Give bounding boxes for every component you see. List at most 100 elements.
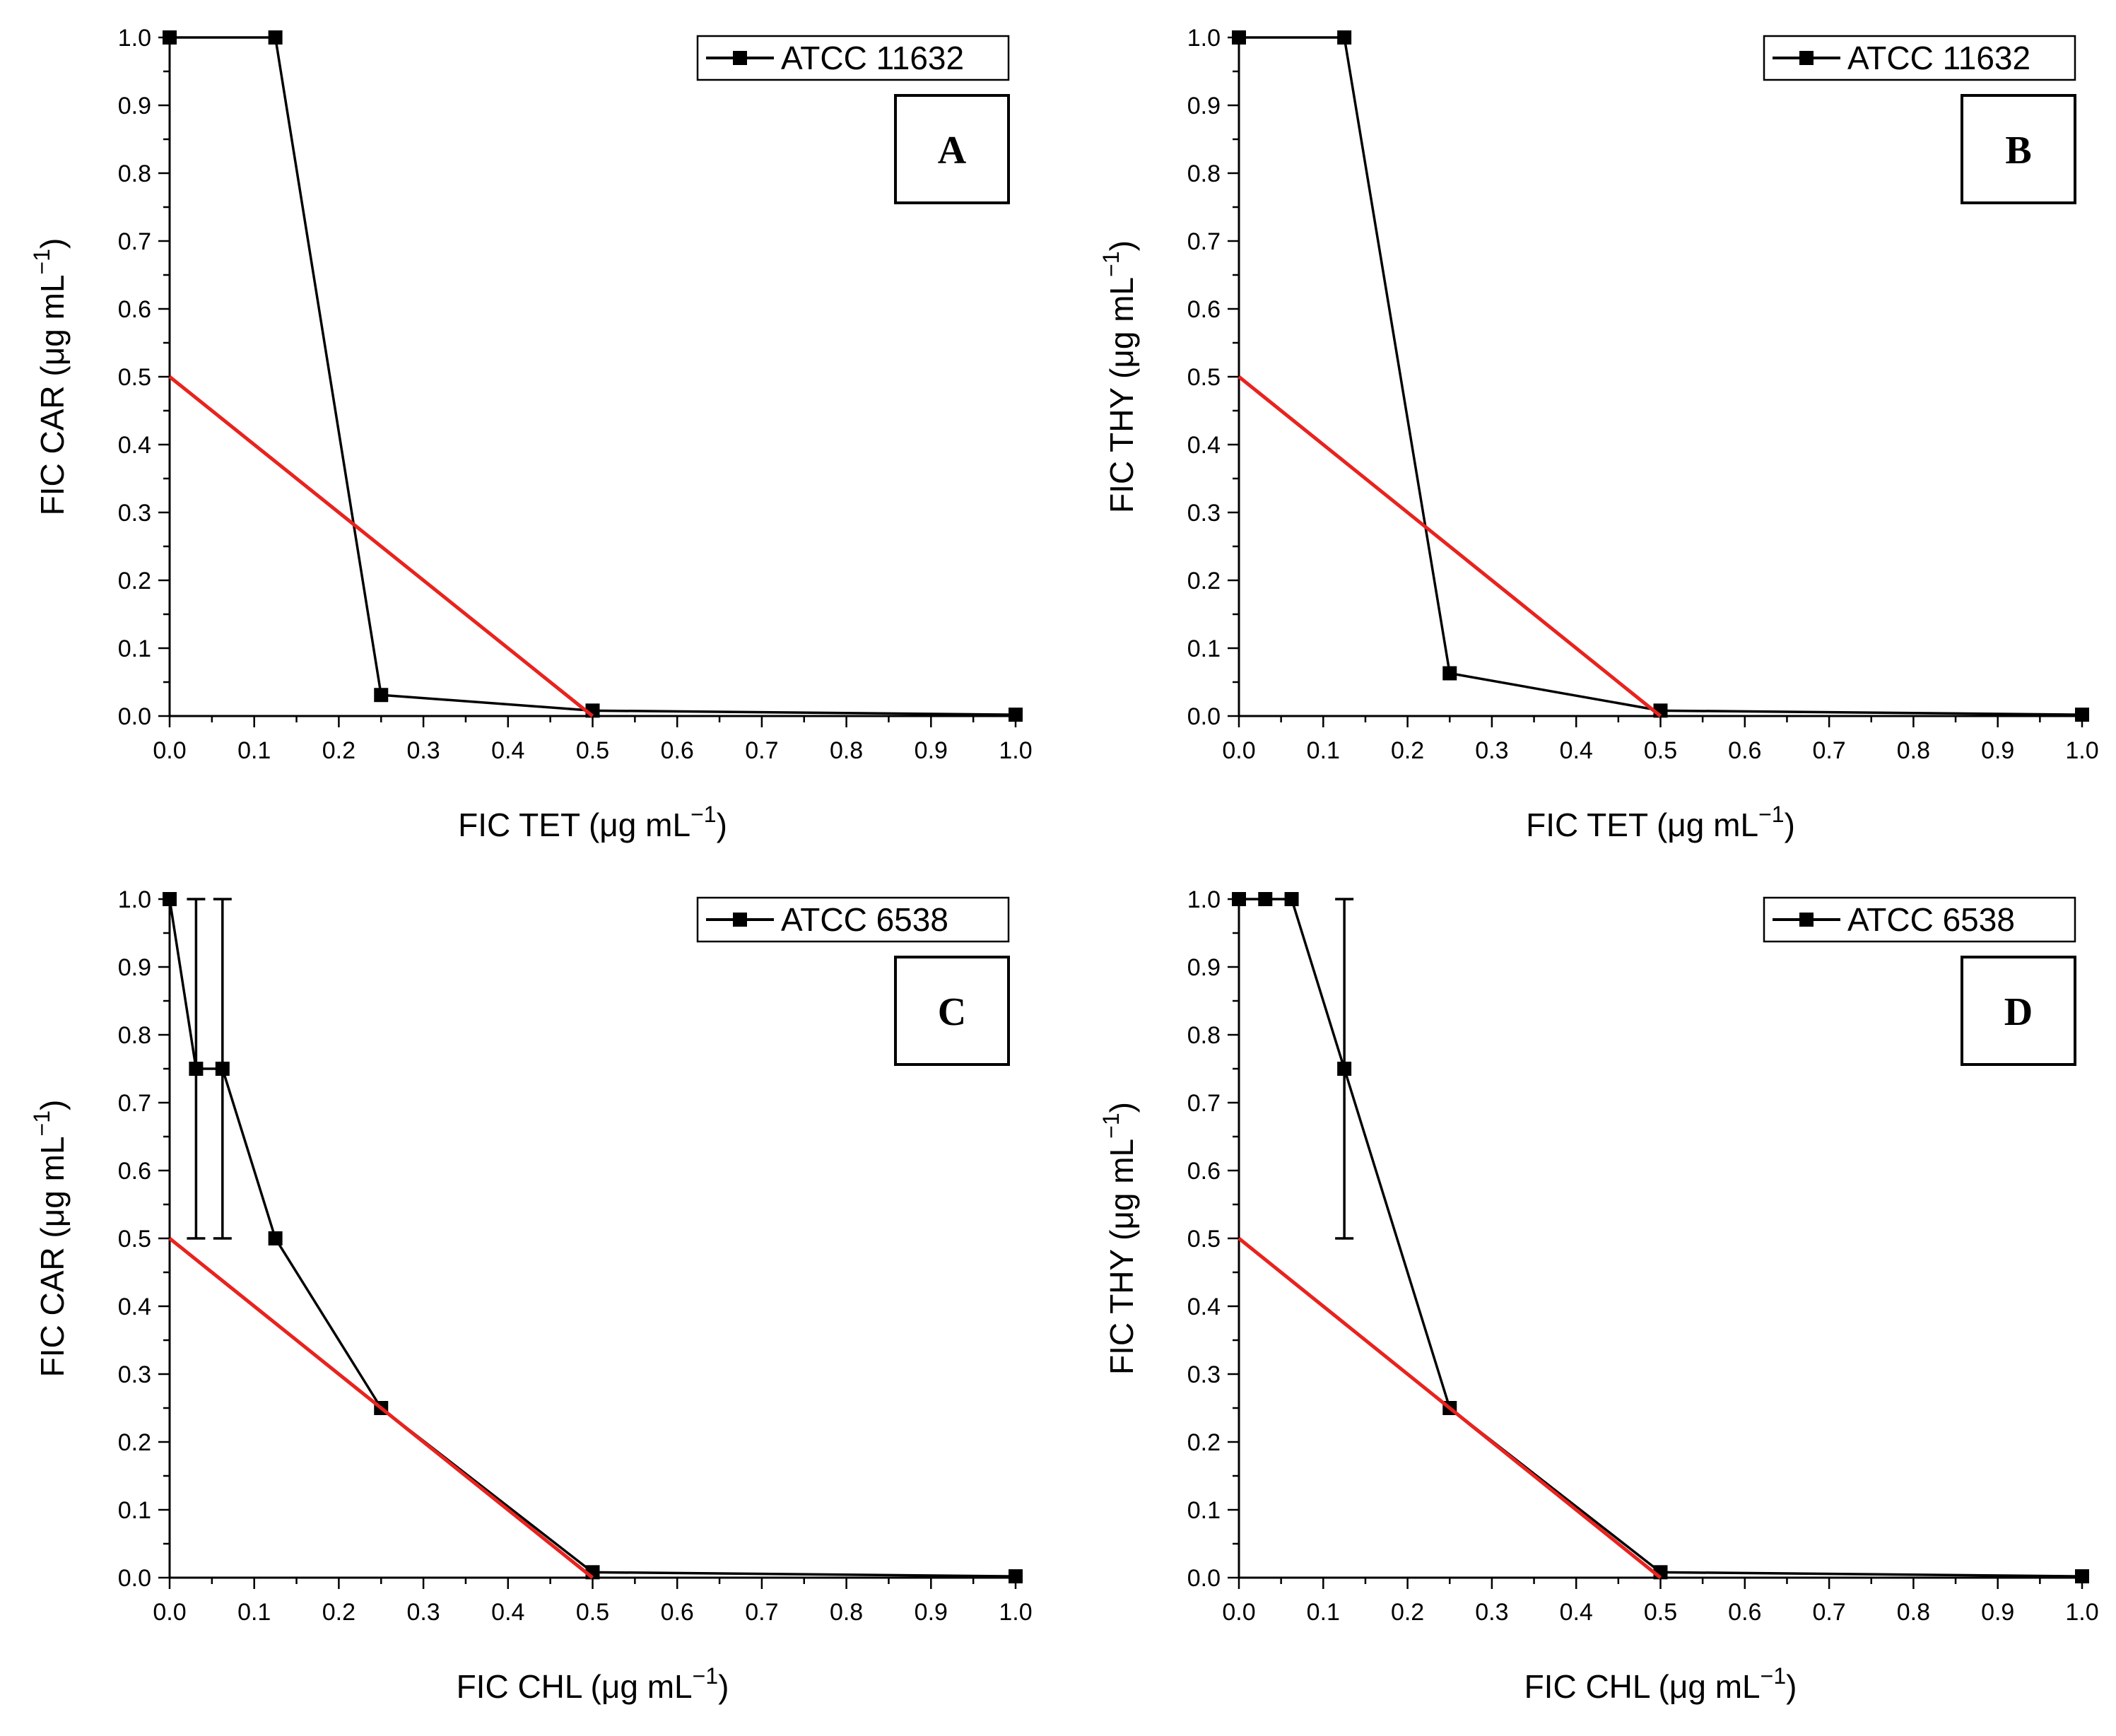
x-tick-label: 1.0	[2065, 737, 2098, 764]
y-tick-label: 0.2	[1187, 1429, 1221, 1456]
x-tick-label: 0.6	[1728, 737, 1761, 764]
x-tick-label: 0.7	[1812, 737, 1845, 764]
y-tick-label: 0.1	[1187, 635, 1221, 662]
data-point	[2075, 708, 2089, 722]
y-tick-label: 0.6	[118, 1158, 151, 1185]
panel-c: 0.0 0.1 0.2 0.3 0.4 0.5 0.6 0.7 0.8 0.9 1.0 0.0 0.1 0…	[29, 886, 1033, 1705]
y-tick-label: 0.9	[1187, 954, 1221, 981]
x-axis-label: FIC CHL (μg mL−1)	[1524, 1663, 1797, 1705]
y-tick-label: 0.5	[1187, 1226, 1221, 1253]
y-tick-label: 0.3	[118, 1361, 151, 1388]
y-axis-label-superscript: −1	[29, 249, 54, 274]
y-tick-label: 0.3	[1187, 1361, 1221, 1388]
y-axis-label: FIC THY (μg mL−1)	[1098, 240, 1140, 513]
y-tick-label: 1.0	[1187, 886, 1221, 913]
series-line	[170, 36, 1016, 716]
x-tick-label: 0.2	[1391, 1599, 1424, 1626]
y-tick-label: 1.0	[118, 886, 151, 913]
legend-marker	[1799, 51, 1814, 65]
legend-label: ATCC 11632	[1847, 40, 2030, 76]
x-tick-label: 0.7	[745, 1599, 778, 1626]
x-tick-label: 0.7	[1812, 1599, 1845, 1626]
y-tick-label: 0.5	[1187, 364, 1221, 391]
x-axis-label-superscript: −1	[1761, 1663, 1786, 1689]
x-tick-label: 0.8	[830, 737, 863, 764]
y-tick-label: 0.8	[1187, 1022, 1221, 1049]
x-axis-label-text: FIC TET (μg mL	[458, 807, 690, 843]
data-point	[1232, 30, 1246, 45]
x-tick-label: 0.5	[576, 737, 609, 764]
y-axis-label-paren: )	[1103, 1102, 1140, 1113]
data-point	[268, 1231, 283, 1245]
panel-label-box	[894, 94, 1010, 204]
data-point	[1442, 666, 1457, 681]
x-tick-label: 0.0	[153, 737, 186, 764]
legend-label: ATCC 6538	[1847, 901, 2015, 938]
y-tick-label: 0.6	[1187, 296, 1221, 323]
data-point	[1337, 1062, 1352, 1076]
data-point	[163, 30, 177, 45]
y-tick-label: 0.5	[118, 1226, 151, 1253]
y-axis-label-text: FIC CAR (μg mL	[34, 1136, 71, 1377]
y-tick-label: 0.4	[1187, 432, 1221, 459]
panel-b: 0.0 0.1 0.2 0.3 0.4 0.5 0.6 0.7 0.8 0.9 1.0 0.0 0.1 0…	[1098, 25, 2099, 843]
x-axis-label-paren: )	[1786, 1668, 1797, 1705]
y-tick-label: 0.8	[118, 1022, 151, 1049]
reference-line	[1238, 375, 1662, 717]
y-tick-label: 0.5	[118, 364, 151, 391]
x-axis-label: FIC TET (μg mL−1)	[1526, 802, 1795, 843]
legend-label: ATCC 11632	[781, 40, 964, 76]
x-tick-label: 0.6	[661, 737, 694, 764]
x-axis-label-paren: )	[717, 807, 727, 843]
x-tick-label: 0.0	[153, 1599, 186, 1626]
y-tick-label: 0.1	[1187, 1497, 1221, 1524]
series-line	[1239, 36, 2083, 716]
x-tick-label: 0.8	[1897, 1599, 1930, 1626]
legend-marker	[733, 913, 747, 927]
series-line	[168, 898, 1016, 1578]
reference-line	[168, 1237, 594, 1579]
y-axis-label-superscript: −1	[29, 1110, 54, 1136]
y-tick-label: 1.0	[118, 25, 151, 52]
y-tick-label: 0.0	[1187, 1565, 1221, 1592]
x-axis-label-text: FIC CHL (μg mL	[1524, 1668, 1761, 1705]
y-tick-label: 1.0	[1187, 25, 1221, 52]
x-tick-label: 0.2	[1391, 737, 1424, 764]
y-tick-label: 0.2	[118, 1429, 151, 1456]
data-point	[1337, 30, 1352, 45]
y-tick-label: 0.4	[1187, 1294, 1221, 1320]
y-tick-label: 0.2	[1187, 568, 1221, 594]
y-tick-label: 0.1	[118, 1497, 151, 1524]
x-tick-label: 0.5	[1644, 1599, 1677, 1626]
x-tick-label: 0.7	[745, 737, 778, 764]
y-tick-label: 0.9	[118, 954, 151, 981]
series-line	[1239, 898, 2083, 1578]
data-point	[1009, 708, 1023, 722]
y-axis-label: FIC CAR (μg mL−1)	[29, 1100, 71, 1378]
panel-label-box	[894, 956, 1010, 1066]
data-point	[163, 892, 177, 906]
data-point	[215, 1062, 230, 1076]
y-tick-label: 0.7	[1187, 1090, 1221, 1117]
x-tick-label: 0.3	[1475, 1599, 1508, 1626]
x-tick-label: 1.0	[2065, 1599, 2098, 1626]
x-axis-label: FIC TET (μg mL−1)	[458, 802, 727, 843]
reference-line	[1238, 1237, 1662, 1579]
data-point	[189, 1062, 204, 1076]
y-axis-label: FIC CAR (μg mL−1)	[29, 238, 71, 516]
y-tick-label: 0.9	[1187, 93, 1221, 119]
y-axis-label-text: FIC CAR (μg mL	[34, 274, 71, 515]
y-axis-label-paren: )	[34, 238, 71, 249]
panel-label-box	[1961, 956, 2076, 1066]
y-tick-label: 0.7	[118, 1090, 151, 1117]
y-tick-label: 0.3	[1187, 500, 1221, 527]
y-tick-label: 0.4	[118, 1294, 151, 1320]
x-tick-label: 0.1	[1307, 737, 1340, 764]
legend-marker	[1799, 913, 1814, 927]
legend-marker	[733, 51, 747, 65]
x-axis-label: FIC CHL (μg mL−1)	[457, 1663, 729, 1705]
x-tick-label: 0.9	[1981, 1599, 2014, 1626]
x-tick-label: 0.3	[1475, 737, 1508, 764]
x-tick-label: 1.0	[999, 737, 1032, 764]
